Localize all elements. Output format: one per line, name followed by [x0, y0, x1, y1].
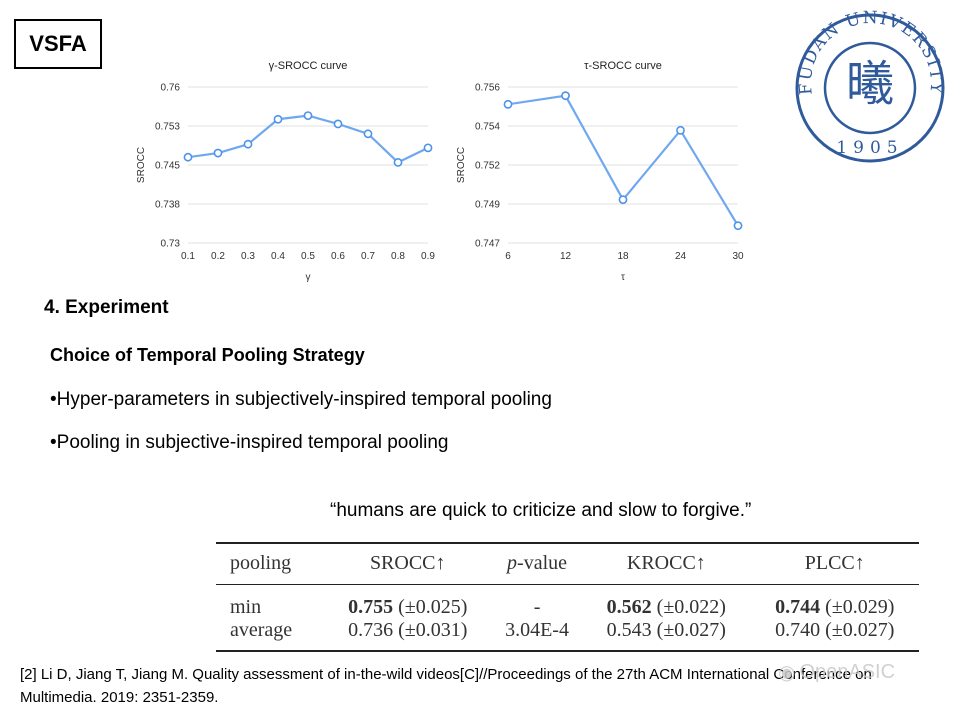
header-plcc: PLCC↑	[750, 542, 919, 585]
header-srocc: SROCC↑	[323, 542, 492, 585]
fudan-university-logo: FUDAN UNIVERSITY 曦 1905	[790, 8, 950, 164]
y-tick-label: 0.76	[161, 83, 181, 94]
gamma-srocc-chart: γ-SROCC curve 0.73 0.738 0.745 0.753 0.76 0.1 0…	[130, 55, 450, 285]
data-point	[733, 221, 743, 231]
x-axis-label: γ	[306, 272, 311, 283]
x-tick-label: 0.6	[331, 251, 345, 262]
chart-title: τ-SROCC curve	[584, 60, 662, 72]
bullet-hyper-parameters: •Hyper-parameters in subjectively-inspir…	[50, 389, 552, 410]
x-tick-label: 0.4	[271, 251, 285, 262]
cell-srocc: 0.736 (±0.031)	[323, 619, 492, 652]
krocc-err: (±0.027)	[651, 619, 726, 641]
data-point	[333, 119, 343, 129]
cell-krocc: 0.562 (±0.022)	[582, 585, 750, 620]
x-tick-label: 6	[505, 251, 511, 262]
plcc-value: 0.744	[775, 596, 821, 618]
y-tick-label: 0.73	[161, 239, 181, 250]
x-tick-label: 24	[675, 251, 687, 262]
cell-plcc: 0.740 (±0.027)	[750, 619, 919, 652]
y-tick-label: 0.749	[475, 200, 500, 211]
logo-year: 1905	[836, 138, 903, 158]
quote: “humans are quick to criticize and slow …	[330, 500, 752, 521]
x-tick-label: 0.7	[361, 251, 375, 262]
table-row-average: average 0.736 (±0.031) 3.04E-4 0.543 (±0…	[216, 619, 919, 652]
krocc-value: 0.562	[606, 596, 652, 618]
x-tick-label: 0.9	[421, 251, 435, 262]
subheading: Choice of Temporal Pooling Strategy	[50, 345, 365, 365]
data-point	[303, 111, 313, 120]
cell-pvalue: 3.04E-4	[491, 619, 583, 652]
chart-svg: τ-SROCC curve 0.747 0.749 0.752 0.754 0.756 6 1…	[456, 60, 744, 283]
krocc-value: 0.543	[606, 619, 652, 641]
data-point	[423, 143, 433, 153]
cell-plcc: 0.744 (±0.029)	[751, 585, 919, 620]
plcc-err: (±0.029)	[820, 596, 895, 618]
cell-pooling: min	[230, 596, 262, 618]
data-point	[243, 139, 253, 149]
header-pvalue-p: p	[507, 552, 518, 574]
x-tick-label: 0.5	[301, 251, 315, 262]
x-tick-label: 12	[560, 251, 572, 262]
cell-pvalue: -	[533, 596, 541, 618]
wechat-icon: ◉	[778, 662, 796, 684]
header-pooling: pooling	[216, 542, 324, 585]
x-tick-label: 0.3	[241, 251, 255, 262]
y-tick-label: 0.753	[155, 122, 180, 133]
data-point	[183, 152, 193, 162]
srocc-value: 0.755	[348, 596, 394, 618]
x-tick-label: 30	[732, 251, 744, 262]
data-point	[618, 195, 628, 205]
data-point	[363, 129, 373, 139]
y-tick-label: 0.738	[155, 200, 180, 211]
table-row-min: min 0.755 (±0.025) - 0.562 (±0.022) 0.74…	[216, 585, 919, 620]
table-header-row: pooling SROCC↑ p-value KROCC↑ PLCC↑	[216, 542, 919, 585]
series-line	[507, 94, 739, 227]
y-tick-label: 0.752	[475, 161, 500, 172]
section-title: 4. Experiment	[44, 297, 169, 318]
cell-krocc: 0.543 (±0.027)	[582, 619, 751, 652]
x-axis-label: τ	[621, 272, 625, 283]
chart-svg: γ-SROCC curve 0.73 0.738 0.745 0.753 0.76 0.1 0…	[136, 60, 435, 283]
krocc-err: (±0.022)	[651, 596, 726, 618]
x-tick-label: 18	[617, 251, 629, 262]
srocc-err: (±0.031)	[393, 619, 468, 641]
vsfa-badge: VSFA	[14, 19, 102, 69]
watermark: ◉ OpenASIC	[778, 660, 895, 685]
data-point	[393, 158, 403, 167]
x-tick-label: 0.2	[211, 251, 225, 262]
plcc-value: 0.740	[775, 619, 821, 641]
bullet-pooling: •Pooling in subjective-inspired temporal…	[50, 432, 449, 453]
reference-citation: [2] Li D, Jiang T, Jiang M. Quality asse…	[20, 666, 872, 706]
y-tick-label: 0.754	[475, 122, 500, 133]
logo-glyph: 曦	[846, 56, 894, 112]
srocc-err: (±0.025)	[393, 596, 468, 618]
data-point	[676, 125, 685, 135]
data-point	[503, 99, 513, 109]
x-tick-label: 0.8	[391, 251, 405, 262]
data-point	[273, 114, 283, 124]
data-point	[213, 148, 223, 158]
plcc-err: (±0.027)	[820, 619, 895, 641]
cell-srocc: 0.755 (±0.025)	[324, 585, 492, 620]
cell-pooling: average	[216, 619, 324, 652]
header-krocc: KROCC↑	[582, 542, 751, 585]
data-point	[561, 91, 570, 101]
tau-srocc-chart: τ-SROCC curve 0.747 0.749 0.752 0.754 0.756 6 1…	[440, 55, 760, 285]
y-axis-label: SROCC	[136, 147, 147, 183]
y-axis-label: SROCC	[456, 147, 467, 183]
watermark-text: OpenASIC	[799, 661, 896, 683]
x-tick-label: 0.1	[181, 251, 195, 262]
chart-title: γ-SROCC curve	[269, 60, 348, 72]
y-tick-label: 0.747	[475, 239, 500, 250]
y-tick-label: 0.745	[155, 161, 180, 172]
series-line	[187, 114, 429, 164]
y-tick-label: 0.756	[475, 83, 500, 94]
header-pvalue: p-value	[491, 542, 583, 585]
srocc-value: 0.736	[348, 619, 394, 641]
pooling-results-table: pooling SROCC↑ p-value KROCC↑ PLCC↑ min …	[216, 542, 919, 652]
